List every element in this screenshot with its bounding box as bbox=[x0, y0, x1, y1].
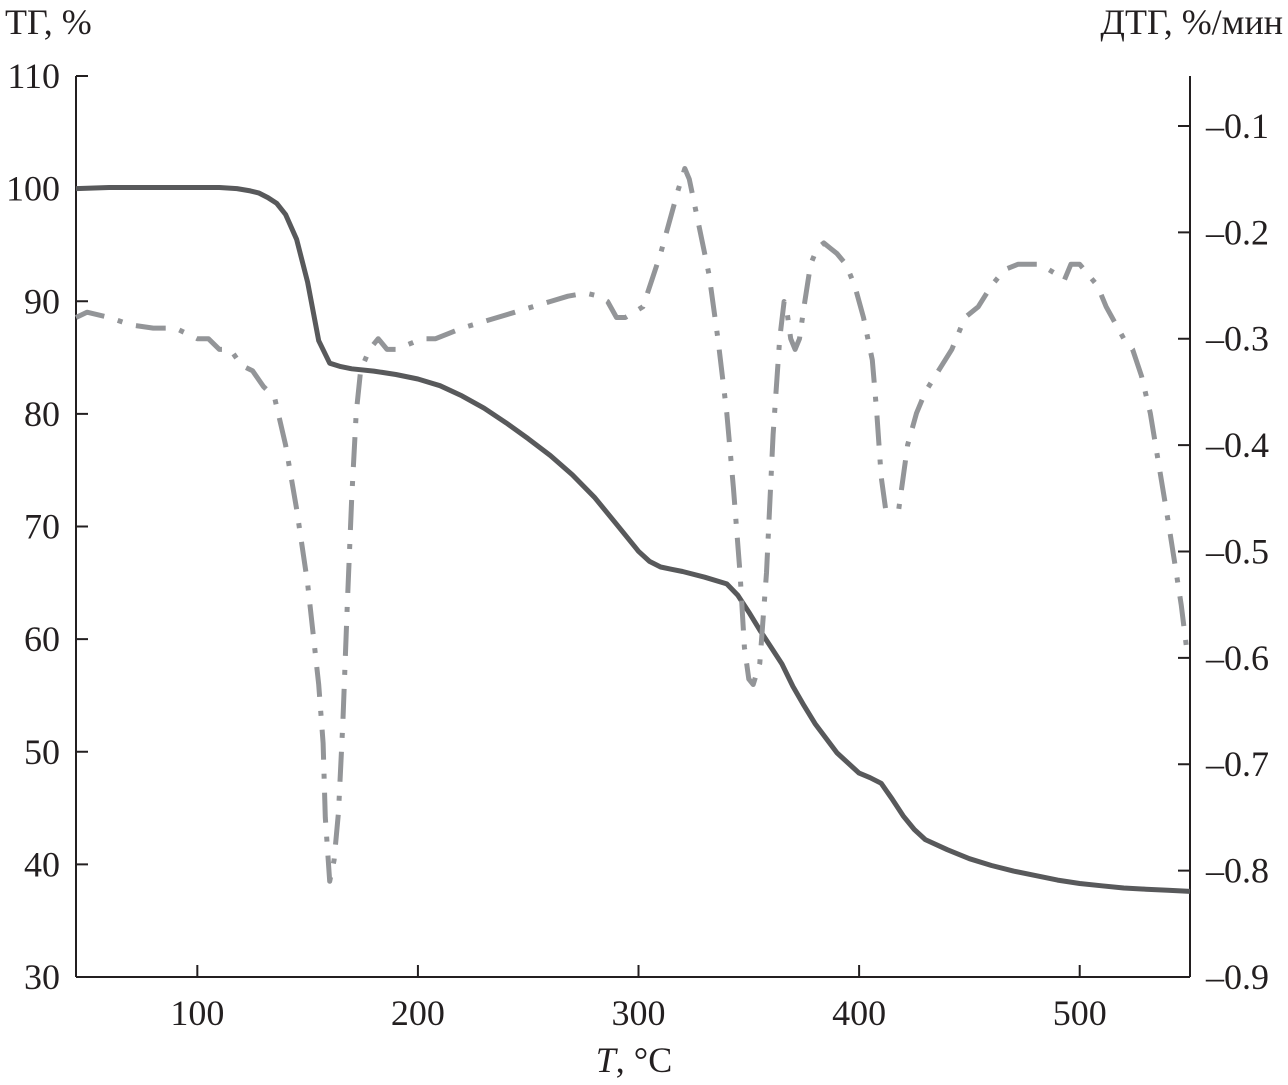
x-tick-label: 300 bbox=[612, 993, 666, 1033]
x-axis-title-unit: , °C bbox=[616, 1040, 672, 1080]
ticks: 30 40 50 60 70 80 90 100 110 –0.1 –0.2 –0.3 –0.4 –0.5… bbox=[6, 56, 1269, 1033]
y-right-tick-label: –0.1 bbox=[1205, 106, 1269, 146]
y-right-tick-label: –0.8 bbox=[1205, 851, 1269, 891]
dtg-series-line bbox=[74, 166, 1191, 884]
y-right-tick-label: –0.4 bbox=[1205, 425, 1269, 465]
y-right-tick-label: –0.3 bbox=[1205, 319, 1269, 359]
y-right-tick-label: –0.6 bbox=[1205, 638, 1269, 678]
tg-series-line bbox=[75, 185, 1191, 894]
x-tick-label: 500 bbox=[1053, 993, 1107, 1033]
y-axis-right-title: ДТГ, %/мин bbox=[1100, 2, 1283, 42]
y-left-tick-label: 90 bbox=[24, 281, 60, 321]
y-right-tick-label: –0.7 bbox=[1205, 744, 1269, 784]
y-right-tick-label: –0.2 bbox=[1205, 212, 1269, 252]
x-tick-label: 400 bbox=[832, 993, 886, 1033]
y-left-tick-label: 50 bbox=[24, 732, 60, 772]
y-left-tick-label: 60 bbox=[24, 619, 60, 659]
x-axis-title-variable: T bbox=[596, 1040, 619, 1080]
y-left-tick-label: 80 bbox=[24, 394, 60, 434]
y-left-tick-label: 110 bbox=[7, 56, 60, 96]
x-tick-label: 200 bbox=[391, 993, 445, 1033]
x-tick-label: 100 bbox=[170, 993, 224, 1033]
y-left-tick-label: 30 bbox=[24, 957, 60, 997]
y-right-tick-label: –0.9 bbox=[1205, 957, 1269, 997]
axes bbox=[75, 76, 1191, 978]
series bbox=[74, 166, 1191, 894]
y-left-tick-label: 70 bbox=[24, 507, 60, 547]
y-axis-left-title: ТГ, % bbox=[5, 2, 92, 42]
y-left-tick-label: 40 bbox=[24, 844, 60, 884]
y-left-tick-label: 100 bbox=[6, 169, 60, 209]
x-axis-title: T, °C bbox=[596, 1040, 672, 1080]
y-right-tick-label: –0.5 bbox=[1205, 531, 1269, 571]
